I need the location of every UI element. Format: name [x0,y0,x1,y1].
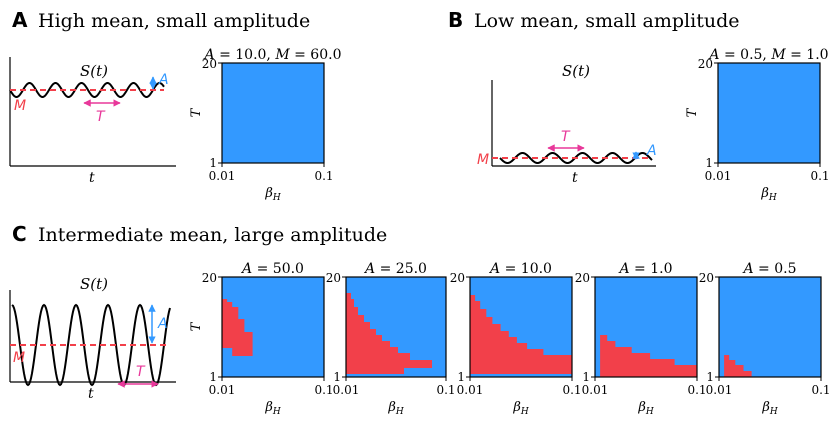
heatmap-c2-frame [345,276,447,378]
heatmap-c3-xtick-label-1: 0.1 [562,383,581,397]
schematic-a-period-label: T [96,109,106,125]
heatmap-c2-red-region [346,293,432,374]
heatmap-b-xtick-label-1: 0.1 [810,169,829,183]
heatmap-a-ylabel: T [189,107,204,117]
heatmap-c3-frame [469,276,573,378]
heatmap-c4-xtick-label-1: 0.1 [687,383,706,397]
heatmap-a-xlabel: βH [264,186,281,203]
heatmap-c1-ytick-label-0: 1 [209,370,217,384]
heatmap-c2-xtick-label-0: 0.01 [333,383,360,397]
schematic-b-x-label: t [572,170,578,186]
heatmap-b-ylabel: T [685,107,700,117]
heatmap-c1-xlabel: βH [264,400,281,417]
schematic-c: S(t) M T A t [9,275,176,402]
heatmap-c1-ytick-label-1: 20 [202,271,217,285]
heatmap-c3-red-region [470,295,572,374]
schematic-c-amplitude-label: A [157,316,168,332]
panel-a-title: High mean, small amplitude [38,10,310,32]
heatmap-b-frame [717,62,821,164]
heatmap-a-frame [221,62,325,164]
heatmap-c5-title: A = 0.5 [741,261,796,277]
panel-a-letter: A [12,8,28,32]
panel-c-title: Intermediate mean, large amplitude [38,224,387,246]
heatmap-b-xlabel: βH [760,186,777,203]
heatmap-a-xtick-label-0: 0.01 [209,169,236,183]
heatmap-b-title: A = 0.5, M = 1.0 [707,47,828,63]
schematic-c-x-label: t [88,386,94,402]
schematic-b-amplitude-label: A [646,143,657,159]
heatmap-c5-ytick-label-1: 20 [699,271,714,285]
heatmap-c1-title: A = 50.0 [240,261,304,277]
panel-b-title: Low mean, small amplitude [474,10,740,32]
heatmap-a-title: A = 10.0, M = 60.0 [203,47,342,63]
heatmap-c5-ytick-label-0: 1 [706,370,714,384]
heatmap-c1-xtick-label-1: 0.1 [314,383,333,397]
schematic-a: S(t) M T A t [9,57,176,186]
heatmap-b-xtick-label-0: 0.01 [705,169,732,183]
heatmap-c2-ytick-label-1: 20 [326,271,341,285]
heatmap-c1-frame [221,276,325,378]
heatmap-c2-ytick-label-0: 1 [333,370,341,384]
heatmap-b-ytick-label-1: 20 [698,57,713,71]
heatmap-c4-title: A = 1.0 [617,261,672,277]
schematic-b: S(t) M T A t [477,62,657,186]
schematic-a-mean-label: M [14,98,26,114]
heatmap-c5-red-region [724,355,752,377]
heatmap-c1-ylabel: T [189,321,204,331]
heatmap-a-ytick-label-0: 1 [209,156,217,170]
heatmap-b-background [718,63,820,163]
schematic-c-title: S(t) [80,275,108,293]
heatmap-b-ytick-label-0: 1 [705,156,713,170]
heatmap-c3-ytick-label-1: 20 [450,271,465,285]
heatmap-c3-title: A = 10.0 [488,261,552,277]
schematic-a-amplitude-label: A [158,72,169,88]
heatmap-c4-frame [594,276,698,378]
schematic-c-period-label: T [136,364,146,380]
schematic-b-mean-label: M [477,152,489,168]
heatmap-c4-xlabel: βH [637,400,654,417]
panel-c-letter: C [12,222,27,246]
heatmap-a-ytick-label-1: 20 [202,57,217,71]
heatmap-c1-red-region [222,299,253,356]
heatmap-c4-xtick-label-0: 0.01 [582,383,609,397]
schematic-a-title: S(t) [80,62,108,80]
schematic-a-x-label: t [89,170,95,186]
heatmap-c1-xtick-label-0: 0.01 [209,383,236,397]
heatmap-c2-title: A = 25.0 [363,261,427,277]
heatmap-c4-ytick-label-1: 20 [575,271,590,285]
schematic-b-title: S(t) [562,62,590,80]
heatmap-c5-frame [718,276,822,378]
heatmap-c5-xtick-label-1: 0.1 [811,383,830,397]
heatmap-c3-xtick-label-0: 0.01 [457,383,484,397]
heatmap-c5-xtick-label-0: 0.01 [706,383,733,397]
panel-b-letter: B [448,8,463,32]
heatmap-c3-xlabel: βH [512,400,529,417]
schematic-b-wave [499,152,653,164]
schematic-b-period-label: T [561,129,571,145]
heatmap-c2-xtick-label-1: 0.1 [436,383,455,397]
heatmap-c5-xlabel: βH [761,400,778,417]
heatmap-c2-xlabel: βH [387,400,404,417]
heatmap-c4-red-region [600,335,697,377]
heatmap-c3-ytick-label-0: 1 [457,370,465,384]
heatmap-a-xtick-label-1: 0.1 [314,169,333,183]
heatmap-a-background [222,63,324,163]
schematic-c-mean-label: M [13,350,25,366]
heatmap-c5-background [719,277,821,377]
heatmap-c4-ytick-label-0: 1 [582,370,590,384]
schematic-c-wave [11,303,171,387]
